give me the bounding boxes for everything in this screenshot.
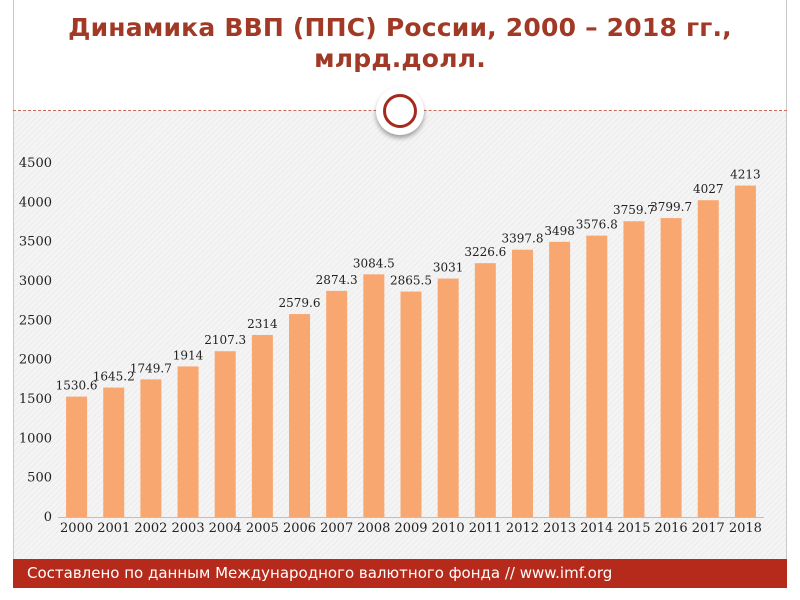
data-label-2015: 3759.7	[613, 203, 655, 217]
x-tick-label-2002: 2002	[134, 521, 167, 536]
bar-2002	[140, 379, 162, 517]
y-tick-label: 2000	[19, 353, 52, 368]
bar-2016	[660, 218, 682, 517]
data-label-2010: 3031	[433, 261, 464, 275]
x-tick-label-2010: 2010	[432, 521, 465, 536]
slide-title-line-2: млрд.долл.	[314, 44, 486, 73]
x-tick-label-2007: 2007	[320, 521, 353, 536]
x-tick-label-2011: 2011	[469, 521, 502, 536]
slide-title-line-1: Динамика ВВП (ППС) России, 2000 – 2018 г…	[68, 13, 732, 42]
data-label-2000: 1530.6	[56, 379, 98, 393]
slide-frame	[13, 0, 787, 588]
bar-2010	[437, 278, 459, 517]
x-tick-label-2006: 2006	[283, 521, 316, 536]
data-label-2009: 2865.5	[390, 274, 432, 288]
x-tick-label-2018: 2018	[729, 521, 762, 536]
x-tick-label-2017: 2017	[692, 521, 725, 536]
y-tick-label: 2500	[19, 313, 52, 328]
data-label-2013: 3498	[544, 224, 575, 238]
y-tick-label: 500	[27, 471, 52, 486]
y-tick-label: 3000	[19, 274, 52, 289]
x-tick-label-2009: 2009	[394, 521, 427, 536]
data-label-2017: 4027	[693, 182, 724, 196]
data-label-2018: 4213	[730, 168, 761, 182]
x-tick-label-2004: 2004	[209, 521, 242, 536]
y-tick-label: 0	[44, 510, 52, 525]
data-label-2014: 3576.8	[576, 218, 618, 232]
bar-2009	[400, 291, 422, 517]
bar-2003	[177, 366, 199, 517]
circle-ornament-icon	[376, 87, 424, 135]
x-tick-label-2012: 2012	[506, 521, 539, 536]
data-label-2006: 2579.6	[279, 296, 321, 310]
data-label-2011: 3226.6	[464, 245, 506, 259]
data-label-2005: 2314	[247, 317, 278, 331]
data-label-2008: 3084.5	[353, 256, 395, 270]
x-tick-label-2001: 2001	[97, 521, 130, 536]
x-tick-label-2014: 2014	[580, 521, 613, 536]
x-tick-label-2016: 2016	[655, 521, 688, 536]
y-tick-label: 3500	[19, 235, 52, 250]
data-label-2004: 2107.3	[204, 333, 246, 347]
bar-2012	[511, 249, 533, 517]
x-tick-label-2008: 2008	[357, 521, 390, 536]
y-tick-label: 1500	[19, 392, 52, 407]
x-tick-label-2015: 2015	[617, 521, 650, 536]
bar-2001	[103, 387, 125, 517]
bar-2011	[474, 263, 496, 517]
bar-2015	[623, 221, 645, 517]
y-tick-label: 4000	[19, 195, 52, 210]
x-tick-label-2005: 2005	[246, 521, 279, 536]
slide-title: Динамика ВВП (ППС) России, 2000 – 2018 г…	[13, 12, 787, 74]
bar-2006	[289, 314, 311, 517]
footer-source-text: Составлено по данным Международного валю…	[27, 564, 613, 582]
bar-2017	[697, 200, 719, 517]
data-label-2012: 3397.8	[501, 232, 543, 246]
x-tick-label-2003: 2003	[172, 521, 205, 536]
bar-2008	[363, 274, 385, 517]
data-label-2002: 1749.7	[130, 361, 172, 375]
y-tick-label: 4500	[19, 156, 52, 171]
bar-2018	[734, 185, 756, 517]
bar-2000	[66, 396, 88, 517]
x-tick-label-2013: 2013	[543, 521, 576, 536]
data-label-2001: 1645.2	[93, 370, 135, 384]
data-label-2007: 2874.3	[316, 273, 358, 287]
data-label-2016: 3799.7	[650, 200, 692, 214]
footer-bar: Составлено по данным Международного валю…	[13, 559, 787, 588]
x-tick-label-2000: 2000	[60, 521, 93, 536]
bar-2014	[586, 235, 608, 517]
bar-2013	[549, 241, 571, 517]
y-tick-label: 1000	[19, 431, 52, 446]
bar-2007	[326, 290, 348, 517]
bar-2005	[251, 334, 273, 517]
bar-2004	[214, 351, 236, 517]
data-label-2003: 1914	[173, 348, 204, 362]
